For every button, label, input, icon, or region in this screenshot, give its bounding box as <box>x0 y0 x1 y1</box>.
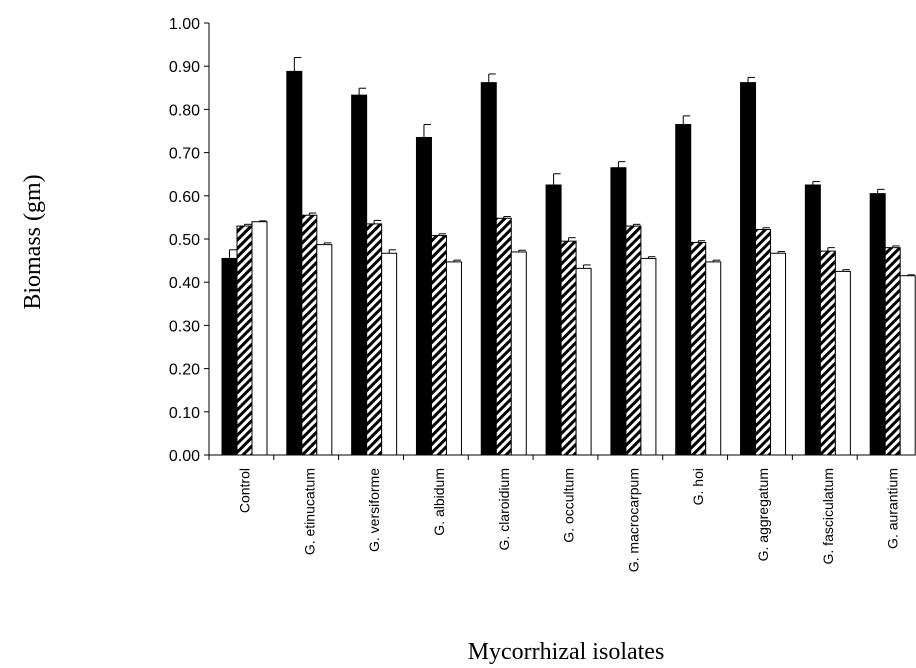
bars <box>221 57 916 456</box>
bar-2 <box>690 241 707 456</box>
bar-2 <box>560 240 577 456</box>
bar-2 <box>236 225 253 456</box>
x-tick-label: Control <box>237 468 253 513</box>
y-tick-label: 1.00 <box>169 16 200 33</box>
bar-1 <box>610 167 627 456</box>
bar-1 <box>480 82 497 456</box>
bar-3 <box>575 267 592 456</box>
x-tick-label: G. albidum <box>431 468 447 536</box>
bar-2 <box>755 228 772 456</box>
bar-3 <box>640 257 657 456</box>
bar-3 <box>705 261 722 456</box>
y-axis-title: Biomass (gm) <box>20 174 46 309</box>
bar-2 <box>366 223 383 456</box>
y-tick-label: 0.60 <box>169 189 200 206</box>
bar-3 <box>381 252 398 456</box>
bar-1 <box>351 94 368 456</box>
y-tick-label: 0.30 <box>169 318 200 335</box>
x-tick-label: G. aurantium <box>885 468 901 549</box>
x-tick-label: G. etinucatum <box>301 468 317 555</box>
x-axis-title: Mycorrhizal isolates <box>468 639 665 665</box>
labels: 0.00 0.10 0.20 0.30 0.40 0.50 0.60 0.70 0.80 0.90… <box>169 16 901 572</box>
bar-1 <box>804 184 821 456</box>
bar-1 <box>545 184 562 456</box>
x-tick-label: G. aggregatum <box>755 468 771 561</box>
bar-2 <box>884 247 901 456</box>
bar-3 <box>834 270 851 456</box>
bar-2 <box>430 235 447 456</box>
y-tick-label: 0.50 <box>169 232 200 249</box>
y-tick-label: 0.10 <box>169 405 200 422</box>
bar-2 <box>495 217 512 456</box>
x-tick-label: G. claroidium <box>496 468 512 550</box>
y-tick-label: 0.90 <box>169 59 200 76</box>
bar-2 <box>819 250 836 456</box>
x-tick-label: G. hoi <box>690 468 706 505</box>
bar-3 <box>251 221 268 456</box>
x-tick-label: G. versiforme <box>366 468 382 552</box>
x-tick-label: G. fasciculatum <box>820 468 836 564</box>
bar-1 <box>675 124 692 456</box>
x-tick-label: G. occultum <box>561 468 577 543</box>
bar-2 <box>301 214 318 456</box>
bar-1 <box>221 257 238 456</box>
y-tick-label: 0.00 <box>169 448 200 465</box>
bar-2 <box>625 225 642 456</box>
bar-1 <box>740 82 757 456</box>
y-tick-label: 0.70 <box>169 146 200 163</box>
bar-1 <box>415 136 432 456</box>
y-tick-label: 0.40 <box>169 275 200 292</box>
bar-3 <box>770 252 787 456</box>
bar-1 <box>869 193 886 456</box>
bar-1 <box>286 70 303 456</box>
bar-3 <box>899 275 916 456</box>
x-tick-label: G. macrocarpum <box>625 468 641 572</box>
y-tick-label: 0.80 <box>169 102 200 119</box>
bar-3 <box>316 244 333 456</box>
bar-3 <box>445 261 462 456</box>
bar-3 <box>510 251 527 456</box>
y-tick-label: 0.20 <box>169 362 200 379</box>
